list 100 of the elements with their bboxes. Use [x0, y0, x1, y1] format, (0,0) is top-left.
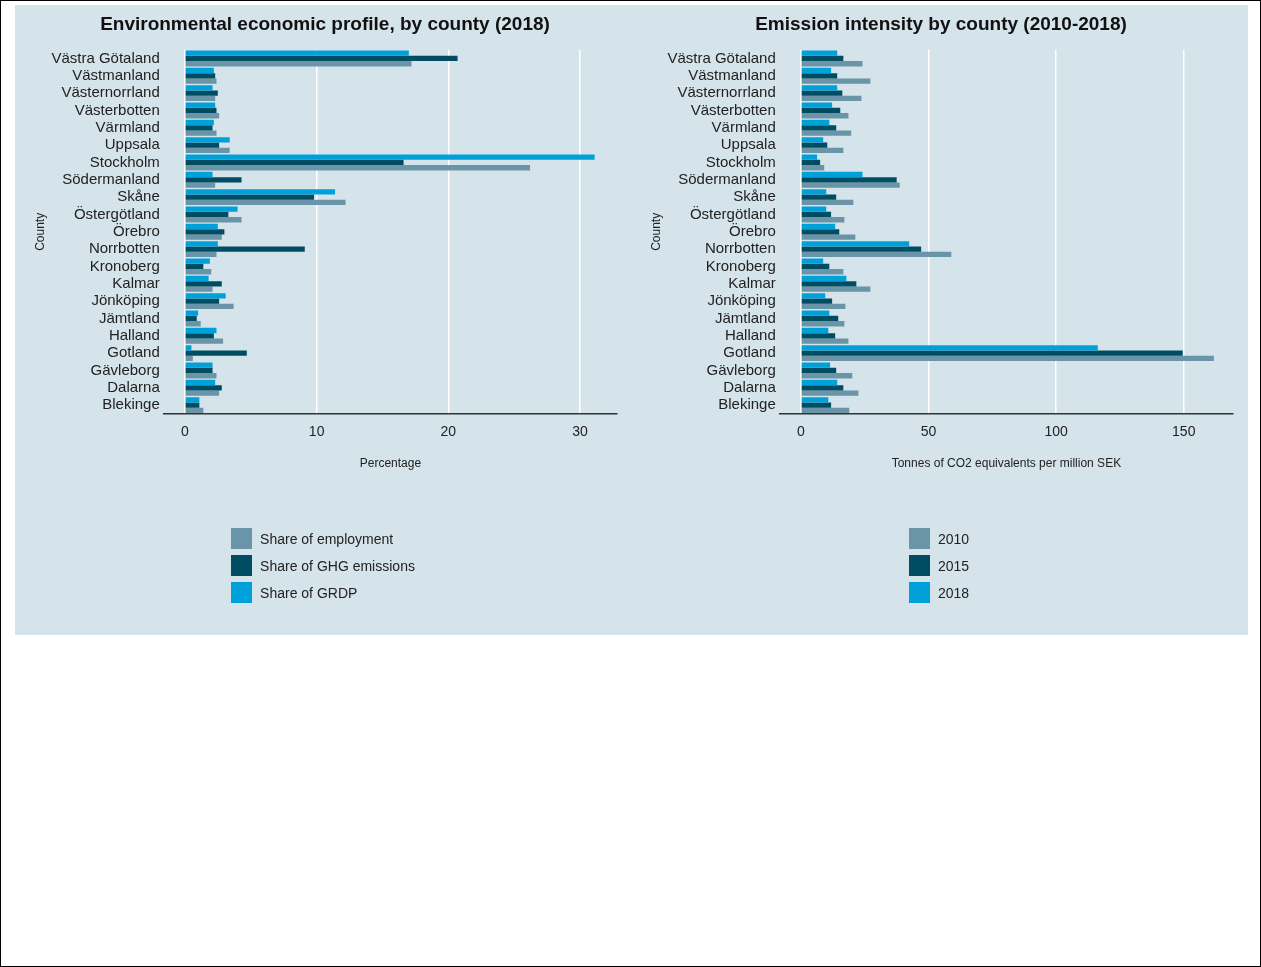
bar	[801, 315, 839, 322]
y-tick-label: Halland	[724, 325, 776, 343]
bar	[185, 246, 305, 252]
y-tick-label: Jönköping	[91, 291, 160, 309]
bar	[185, 223, 218, 230]
y-tick-label: Östergötland	[689, 204, 776, 222]
bar	[185, 165, 531, 171]
y-tick-label: Kronoberg	[89, 256, 160, 274]
bar	[185, 373, 217, 379]
y-tick-label: Värmland	[711, 117, 776, 135]
y-tick-label: Västerbotten	[74, 100, 160, 118]
bar	[801, 211, 832, 218]
y-tick-label: Kronoberg	[705, 256, 776, 274]
bar	[185, 338, 224, 344]
y-tick-label: Uppsala	[104, 135, 161, 153]
bar	[185, 177, 242, 183]
bar	[185, 241, 218, 247]
x-tick-label: 50	[920, 423, 937, 440]
bar	[801, 338, 849, 344]
bar	[801, 73, 838, 79]
bar	[185, 362, 213, 368]
y-tick-label: Västra Götaland	[51, 48, 160, 66]
bar	[801, 165, 825, 171]
bar	[185, 251, 217, 258]
bar	[801, 258, 824, 264]
bar	[801, 373, 853, 379]
bar	[801, 119, 830, 126]
bar	[185, 286, 213, 292]
bar	[801, 130, 852, 136]
bar	[185, 333, 214, 339]
bar	[801, 321, 845, 327]
bar	[801, 269, 844, 275]
y-tick-label: Skåne	[733, 187, 776, 205]
bar	[801, 95, 862, 102]
y-tick-label: Västmanland	[688, 65, 776, 83]
y-tick-label: Blekinge	[718, 395, 776, 413]
bar	[801, 345, 1098, 351]
bar	[185, 327, 217, 334]
bar	[801, 310, 830, 316]
bar	[185, 298, 220, 304]
bar	[801, 55, 844, 62]
bar	[801, 102, 833, 108]
bar	[185, 171, 213, 178]
bar	[185, 85, 213, 91]
bar	[185, 303, 234, 310]
bar	[801, 234, 856, 240]
bar	[185, 281, 222, 287]
y-axis-title: County	[648, 212, 663, 251]
bar	[185, 73, 216, 79]
bar	[801, 333, 836, 339]
bar	[801, 286, 871, 292]
bar	[185, 154, 595, 160]
bar	[185, 269, 212, 275]
x-axis-title: Percentage	[359, 456, 422, 471]
bar	[185, 182, 216, 188]
bar	[801, 107, 841, 114]
legend-label: Share of GRDP	[260, 584, 358, 601]
legend-label: 2015	[937, 557, 970, 574]
bar	[185, 95, 216, 102]
bar	[185, 107, 217, 114]
bar	[801, 154, 818, 160]
y-tick-label: Västmanland	[72, 65, 160, 83]
bar	[801, 78, 871, 84]
bar	[801, 379, 838, 386]
x-tick-label: 30	[572, 423, 589, 440]
bar	[185, 55, 458, 62]
y-tick-label: Kalmar	[728, 273, 776, 291]
x-axis-title: Tonnes of CO2 equivalents per million SEK	[891, 456, 1122, 471]
bar	[801, 397, 829, 403]
bar	[185, 67, 214, 74]
y-tick-label: Södermanland	[678, 169, 776, 187]
bar	[801, 303, 846, 310]
chart-title: Emission intensity by county (2010-2018)	[755, 12, 1127, 34]
bar	[801, 199, 854, 206]
bar	[801, 61, 863, 67]
bar	[801, 229, 840, 235]
bar	[185, 125, 213, 131]
legend-label: 2018	[937, 584, 970, 601]
bar	[801, 159, 821, 166]
bar	[801, 182, 900, 188]
x-tick-label: 0	[797, 423, 806, 440]
bar	[801, 263, 830, 270]
y-tick-label: Gotland	[107, 343, 160, 361]
y-tick-label: Gävleborg	[706, 360, 776, 378]
y-tick-label: Norrbotten	[88, 239, 160, 257]
y-tick-label: Örebro	[113, 221, 160, 239]
y-tick-label: Norrbotten	[704, 239, 776, 257]
bar	[185, 217, 242, 223]
bar	[801, 241, 910, 247]
x-tick-label: 150	[1172, 423, 1196, 440]
chart-title: Environmental economic profile, by county (2018)	[100, 12, 550, 34]
y-tick-label: Västernorrland	[677, 83, 776, 101]
bar	[185, 102, 216, 108]
bar	[801, 217, 845, 223]
x-tick-label: 20	[440, 423, 457, 440]
bar	[801, 189, 827, 195]
y-tick-label: Jämtland	[98, 308, 160, 326]
y-tick-label: Blekinge	[102, 395, 160, 413]
y-tick-label: Jämtland	[714, 308, 776, 326]
bar	[185, 390, 220, 396]
